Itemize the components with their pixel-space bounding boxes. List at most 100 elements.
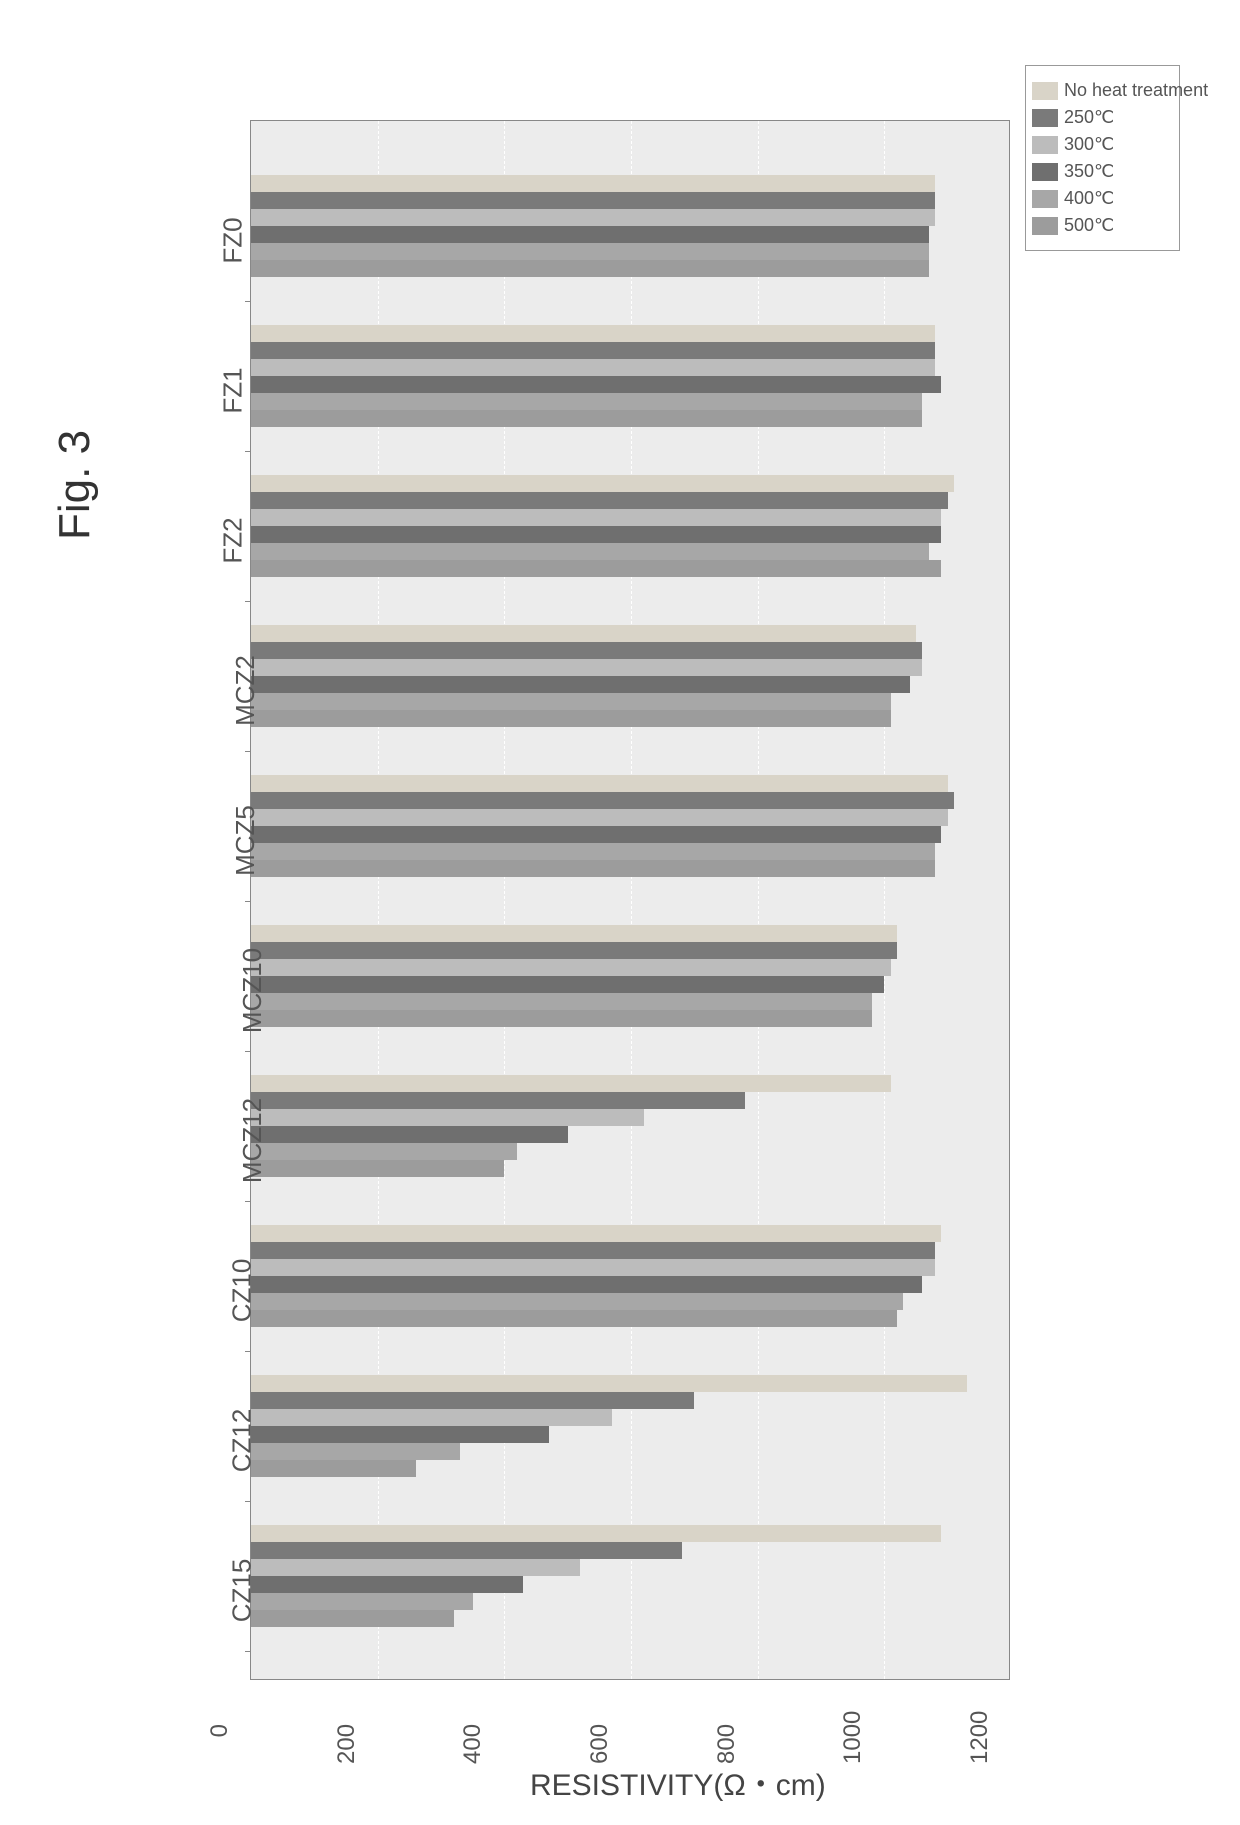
bar [251, 1109, 644, 1126]
legend: No heat treatment250℃300℃350℃400℃500℃ [1025, 65, 1180, 251]
bar [251, 1460, 416, 1477]
category-label: FZ0 [218, 217, 249, 263]
bar [251, 710, 891, 727]
legend-label: 250℃ [1064, 107, 1114, 128]
bar [251, 676, 910, 693]
bar [251, 226, 929, 243]
category-label: CZ15 [226, 1559, 257, 1623]
bar [251, 1225, 941, 1242]
bar [251, 642, 922, 659]
tick-mark [245, 901, 251, 902]
tick-mark [245, 451, 251, 452]
bar [251, 1392, 694, 1409]
bar [251, 659, 922, 676]
bar [251, 560, 941, 577]
category-label: CZ12 [226, 1409, 257, 1473]
figure-label: Fig. 3 [50, 430, 100, 540]
bar [251, 410, 922, 427]
bar [251, 1293, 903, 1310]
bar [251, 826, 941, 843]
x-tick-label: 200 [333, 1724, 361, 1764]
x-tick-label: 600 [586, 1724, 614, 1764]
category-label: CZ10 [226, 1259, 257, 1323]
bar [251, 209, 935, 226]
bar [251, 192, 935, 209]
legend-label: 350℃ [1064, 161, 1114, 182]
legend-swatch [1032, 136, 1058, 154]
bar [251, 693, 891, 710]
category-label: MCZ12 [237, 1098, 268, 1183]
x-tick-label: 1200 [966, 1724, 994, 1764]
bar [251, 1276, 922, 1293]
tick-mark [245, 301, 251, 302]
category-label: MCZ10 [237, 948, 268, 1033]
tick-mark [245, 1051, 251, 1052]
bar [251, 1160, 504, 1177]
bar [251, 1010, 872, 1027]
bar [251, 959, 891, 976]
legend-swatch [1032, 190, 1058, 208]
tick-mark [245, 1501, 251, 1502]
legend-item: 300℃ [1032, 134, 1173, 155]
bar [251, 1075, 891, 1092]
legend-swatch [1032, 217, 1058, 235]
tick-mark [245, 1351, 251, 1352]
plot-area [250, 120, 1010, 1680]
tick-mark [245, 1651, 251, 1652]
bar [251, 993, 872, 1010]
bar [251, 376, 941, 393]
bar [251, 860, 935, 877]
legend-swatch [1032, 82, 1058, 100]
bar [251, 1310, 897, 1327]
bar [251, 1375, 967, 1392]
bar [251, 1610, 454, 1627]
bar [251, 1143, 517, 1160]
legend-label: 400℃ [1064, 188, 1114, 209]
bar [251, 1443, 460, 1460]
category-label: FZ1 [218, 367, 249, 413]
bar [251, 359, 935, 376]
bar [251, 1092, 745, 1109]
bar [251, 925, 897, 942]
bar [251, 543, 929, 560]
category-label: FZ2 [218, 517, 249, 563]
x-tick-label: 400 [459, 1724, 487, 1764]
tick-mark [245, 601, 251, 602]
grid-line [1011, 121, 1012, 1679]
legend-item: 250℃ [1032, 107, 1173, 128]
y-axis-title: RESISTIVITY(Ω・cm) [530, 1760, 826, 1804]
x-tick-label: 0 [206, 1724, 234, 1764]
legend-item: 350℃ [1032, 161, 1173, 182]
bar [251, 1525, 941, 1542]
bar [251, 1593, 473, 1610]
legend-swatch [1032, 109, 1058, 127]
bar [251, 243, 929, 260]
category-label: MCZ5 [230, 805, 261, 876]
tick-mark [245, 751, 251, 752]
chart-container: 020040060080010001200 FZ0FZ1FZ2MCZ2MCZ5M… [150, 60, 1150, 1760]
bar [251, 509, 941, 526]
bar [251, 976, 884, 993]
bar [251, 792, 954, 809]
bar [251, 1126, 568, 1143]
bar [251, 475, 954, 492]
bar [251, 342, 935, 359]
legend-item: 500℃ [1032, 215, 1173, 236]
bar [251, 625, 916, 642]
bar [251, 175, 935, 192]
bar [251, 492, 948, 509]
legend-item: 400℃ [1032, 188, 1173, 209]
legend-swatch [1032, 163, 1058, 181]
legend-label: 500℃ [1064, 215, 1114, 236]
bar [251, 1559, 580, 1576]
bar [251, 325, 935, 342]
tick-mark [245, 1201, 251, 1202]
bar [251, 1259, 935, 1276]
bar [251, 809, 948, 826]
legend-label: 300℃ [1064, 134, 1114, 155]
bar [251, 1426, 549, 1443]
legend-label: No heat treatment [1064, 80, 1208, 101]
bar [251, 1576, 523, 1593]
bar [251, 843, 935, 860]
bar [251, 775, 948, 792]
